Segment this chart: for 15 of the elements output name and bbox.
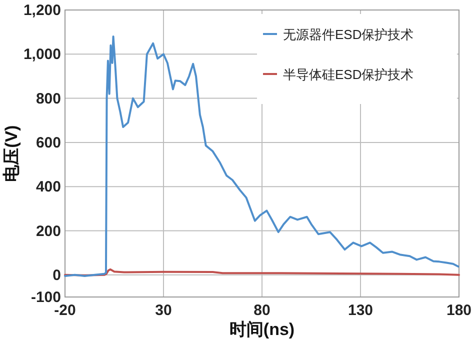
y-tick-label: 400 bbox=[36, 178, 61, 196]
x-tick-label: 130 bbox=[348, 302, 374, 319]
legend-label: 半导体硅ESD保护技术 bbox=[283, 67, 414, 82]
x-tick-label: 180 bbox=[446, 302, 472, 319]
x-tick-label: 80 bbox=[254, 302, 270, 319]
x-tick-label: 30 bbox=[155, 302, 172, 319]
y-tick-label: 200 bbox=[36, 222, 61, 240]
y-axis-title: 电压(V) bbox=[2, 125, 21, 182]
x-axis-title: 时间(ns) bbox=[229, 320, 295, 339]
y-tick-label: 1,200 bbox=[23, 2, 61, 19]
y-tick-label: 1,000 bbox=[23, 46, 61, 64]
y-tick-label: 800 bbox=[36, 90, 61, 108]
y-tick-label: 0 bbox=[52, 266, 61, 284]
y-tick-label: 600 bbox=[36, 134, 61, 152]
legend-label: 无源器件ESD保护技术 bbox=[283, 27, 414, 42]
